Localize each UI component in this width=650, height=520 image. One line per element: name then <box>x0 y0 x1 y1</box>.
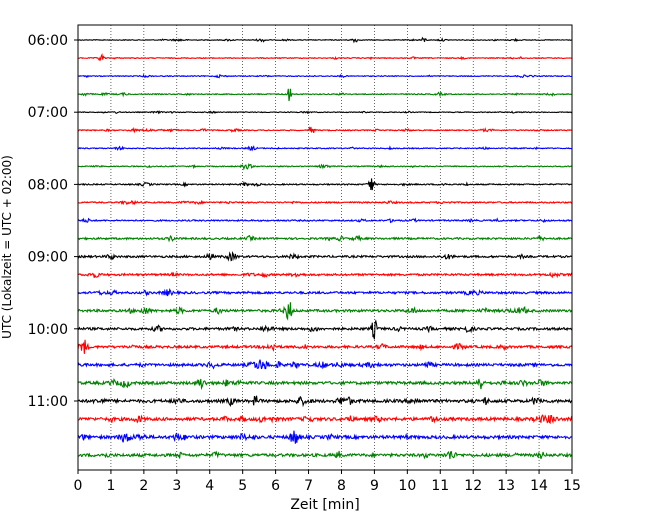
x-tick-label: 13 <box>497 478 515 494</box>
x-tick-label: 14 <box>530 478 548 494</box>
x-tick-label: 5 <box>238 478 247 494</box>
trace-line <box>77 302 573 321</box>
x-tick-label: 15 <box>563 478 581 494</box>
y-axis-label: UTC (Lokalzeit = UTC + 02:00) <box>0 155 14 339</box>
y-tick-label: 07:00 <box>28 105 68 121</box>
x-tick-label: 9 <box>370 478 379 494</box>
x-tick-label: 0 <box>74 478 83 494</box>
trace-line <box>77 88 573 102</box>
trace-line <box>77 217 573 224</box>
trace-line <box>77 414 573 425</box>
trace-line <box>77 250 573 262</box>
grid-lines <box>110 25 540 470</box>
trace-line <box>77 395 573 408</box>
x-tick-label: 8 <box>337 478 346 494</box>
trace-line <box>77 339 573 354</box>
trace-line <box>77 319 573 340</box>
x-tick-label: 10 <box>398 478 416 494</box>
trace-line <box>77 271 573 279</box>
y-axis-ticks: 06:00 07:00 08:00 09:00 10:00 11:00 <box>28 33 78 410</box>
trace-line <box>77 199 573 206</box>
x-tick-label: 12 <box>464 478 482 494</box>
trace-line <box>77 36 573 44</box>
trace-line <box>77 53 573 62</box>
trace-line <box>77 163 573 171</box>
seismic-traces <box>77 36 573 460</box>
y-tick-label: 10:00 <box>28 322 68 338</box>
trace-line <box>78 110 573 115</box>
trace-line <box>77 126 573 134</box>
x-tick-label: 2 <box>139 478 148 494</box>
trace-line <box>77 178 573 191</box>
trace-line <box>77 145 573 152</box>
y-tick-label: 09:00 <box>28 250 68 266</box>
trace-line <box>77 359 573 370</box>
y-tick-label: 06:00 <box>28 33 68 49</box>
x-tick-label: 11 <box>431 478 449 494</box>
plot-background <box>78 25 572 470</box>
trace-line <box>77 430 573 444</box>
x-tick-label: 1 <box>106 478 115 494</box>
x-tick-label: 6 <box>271 478 280 494</box>
trace-line <box>77 287 573 297</box>
x-tick-label: 4 <box>205 478 214 494</box>
y-tick-label: 08:00 <box>28 177 68 193</box>
trace-line <box>77 378 573 391</box>
x-axis-label: Zeit [min] <box>290 497 359 513</box>
x-axis-ticks: 0 1 2 3 4 5 6 7 8 9 10 11 12 13 14 15 <box>74 470 581 494</box>
y-tick-label: 11:00 <box>28 394 68 410</box>
trace-line <box>77 73 573 79</box>
x-tick-label: 7 <box>304 478 313 494</box>
trace-line <box>77 450 573 460</box>
plot-frame <box>77 24 573 471</box>
x-tick-label: 3 <box>172 478 181 494</box>
trace-line <box>77 234 573 243</box>
